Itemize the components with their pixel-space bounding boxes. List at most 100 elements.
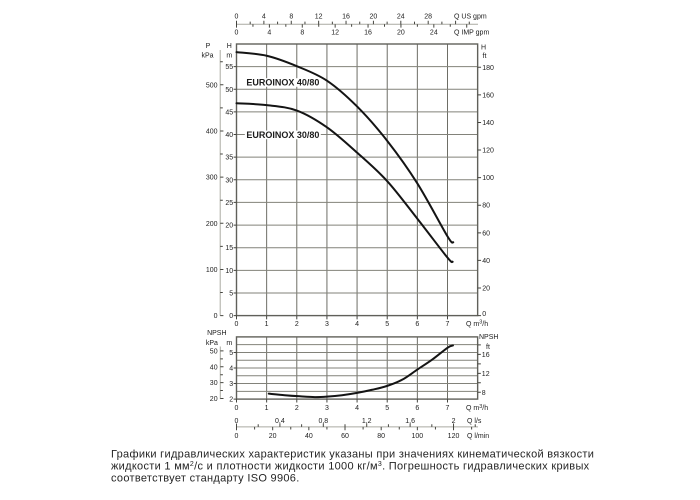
svg-text:Q l/s: Q l/s: [467, 418, 482, 425]
svg-text:60: 60: [341, 433, 349, 440]
svg-text:NPSH: NPSH: [207, 330, 226, 337]
svg-text:40: 40: [210, 364, 218, 371]
svg-text:120: 120: [448, 433, 460, 440]
svg-text:45: 45: [225, 109, 233, 116]
svg-text:NPSH: NPSH: [479, 334, 498, 341]
svg-text:200: 200: [206, 221, 218, 228]
svg-text:8: 8: [482, 390, 486, 397]
svg-text:P: P: [206, 43, 211, 50]
svg-text:5: 5: [229, 290, 233, 297]
svg-text:28: 28: [424, 13, 432, 20]
svg-text:3: 3: [229, 381, 233, 388]
svg-text:4: 4: [262, 13, 266, 20]
svg-text:4: 4: [355, 405, 359, 412]
svg-text:1,6: 1,6: [405, 418, 415, 425]
svg-text:2: 2: [452, 418, 456, 425]
svg-text:Q IMP gpm: Q IMP gpm: [454, 30, 489, 37]
svg-text:0: 0: [229, 313, 233, 320]
svg-text:100: 100: [206, 267, 218, 274]
svg-text:Графики гидравлических характе: Графики гидравлических характеристик ука…: [111, 448, 594, 460]
svg-text:3: 3: [325, 321, 329, 328]
svg-text:16: 16: [482, 352, 490, 359]
svg-text:12: 12: [331, 30, 339, 37]
svg-text:40: 40: [482, 258, 490, 265]
svg-text:20: 20: [225, 223, 233, 230]
svg-text:15: 15: [225, 245, 233, 252]
svg-text:m: m: [226, 52, 232, 59]
svg-text:20: 20: [269, 433, 277, 440]
svg-text:EUROINOX 40/80: EUROINOX 40/80: [246, 78, 319, 88]
svg-text:35: 35: [225, 155, 233, 162]
svg-text:4: 4: [229, 366, 233, 373]
svg-text:300: 300: [206, 175, 218, 182]
svg-text:30: 30: [225, 177, 233, 184]
svg-text:ft: ft: [486, 344, 490, 351]
svg-text:H: H: [481, 45, 486, 52]
svg-text:7: 7: [446, 321, 450, 328]
svg-text:0: 0: [235, 418, 239, 425]
svg-text:жидкости 1 мм2/с и плотности ж: жидкости 1 мм2/с и плотности жидкости 10…: [111, 461, 590, 473]
svg-text:3: 3: [325, 405, 329, 412]
svg-text:30: 30: [210, 380, 218, 387]
svg-text:50: 50: [210, 348, 218, 355]
svg-text:40: 40: [305, 433, 313, 440]
svg-text:0: 0: [235, 405, 239, 412]
svg-text:m: m: [226, 340, 232, 347]
svg-text:0: 0: [482, 311, 486, 318]
svg-text:0: 0: [235, 30, 239, 37]
svg-text:0: 0: [235, 13, 239, 20]
svg-text:6: 6: [415, 321, 419, 328]
svg-text:0: 0: [235, 433, 239, 440]
svg-text:H: H: [227, 43, 232, 50]
svg-text:2: 2: [229, 397, 233, 404]
svg-text:120: 120: [482, 148, 494, 155]
svg-text:EUROINOX 30/80: EUROINOX 30/80: [246, 130, 319, 140]
svg-text:25: 25: [225, 200, 233, 207]
svg-text:Q m3/h: Q m3/h: [466, 320, 488, 328]
svg-text:500: 500: [206, 82, 218, 89]
svg-text:160: 160: [482, 92, 494, 99]
svg-text:соответствует стандарту ISO 99: соответствует стандарту ISO 9906.: [111, 473, 300, 485]
svg-text:kPa: kPa: [206, 340, 218, 347]
svg-text:40: 40: [225, 132, 233, 139]
svg-text:16: 16: [342, 13, 350, 20]
svg-text:ft: ft: [483, 53, 487, 60]
svg-text:0,4: 0,4: [275, 418, 285, 425]
svg-text:8: 8: [289, 13, 293, 20]
svg-text:100: 100: [482, 175, 494, 182]
svg-text:0,8: 0,8: [318, 418, 328, 425]
svg-text:400: 400: [206, 128, 218, 135]
svg-text:20: 20: [482, 286, 490, 293]
svg-text:80: 80: [377, 433, 385, 440]
svg-text:20: 20: [370, 13, 378, 20]
svg-text:16: 16: [364, 30, 372, 37]
svg-text:180: 180: [482, 65, 494, 72]
svg-text:20: 20: [397, 30, 405, 37]
svg-text:Q m3/h: Q m3/h: [466, 404, 488, 412]
svg-text:7: 7: [446, 405, 450, 412]
svg-text:2: 2: [295, 405, 299, 412]
svg-text:5: 5: [229, 350, 233, 357]
svg-text:1,2: 1,2: [362, 418, 372, 425]
svg-text:kPa: kPa: [201, 52, 213, 59]
svg-text:4: 4: [355, 321, 359, 328]
svg-text:80: 80: [482, 203, 490, 210]
svg-text:24: 24: [430, 30, 438, 37]
svg-text:2: 2: [295, 321, 299, 328]
svg-text:8: 8: [300, 30, 304, 37]
svg-text:6: 6: [415, 405, 419, 412]
svg-text:5: 5: [385, 321, 389, 328]
svg-text:50: 50: [225, 87, 233, 94]
svg-text:1: 1: [265, 321, 269, 328]
svg-text:12: 12: [315, 13, 323, 20]
svg-text:20: 20: [210, 396, 218, 403]
svg-text:1: 1: [265, 405, 269, 412]
svg-text:4: 4: [267, 30, 271, 37]
svg-text:60: 60: [482, 230, 490, 237]
svg-text:12: 12: [482, 371, 490, 378]
svg-text:100: 100: [412, 433, 424, 440]
svg-text:55: 55: [225, 64, 233, 71]
svg-text:5: 5: [385, 405, 389, 412]
svg-text:0: 0: [235, 321, 239, 328]
svg-text:140: 140: [482, 120, 494, 127]
